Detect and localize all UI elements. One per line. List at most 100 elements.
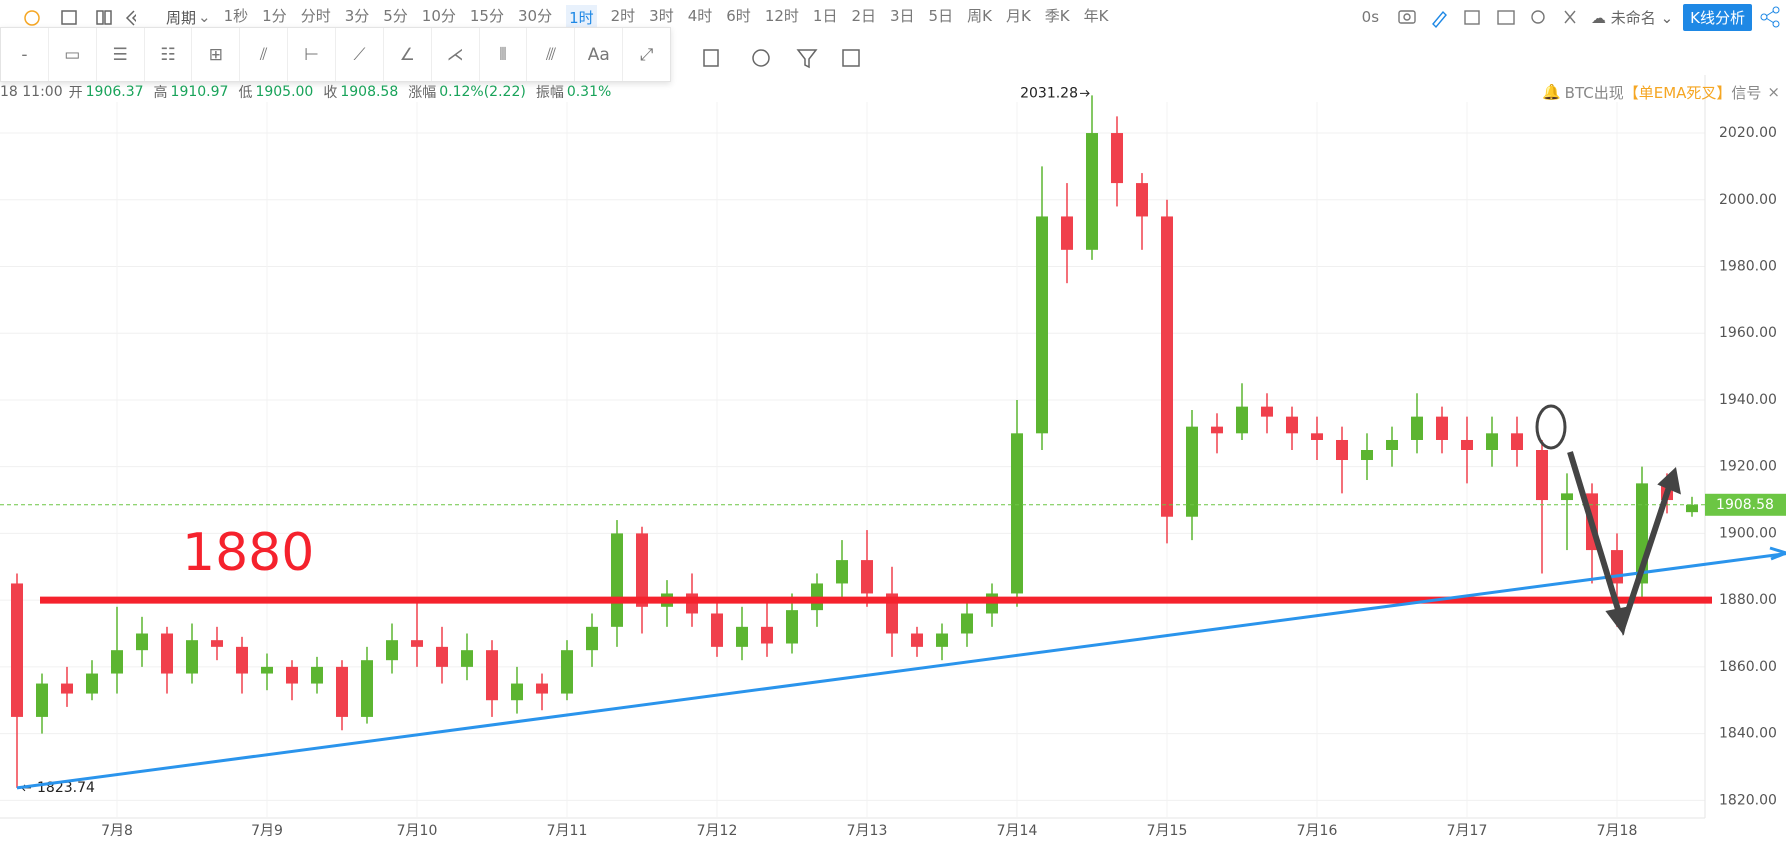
analysis-button[interactable]: K线分析: [1683, 3, 1752, 31]
interval[interactable]: 3分: [344, 6, 370, 25]
candle-body: [61, 683, 73, 694]
interval[interactable]: 分时: [300, 6, 331, 25]
y-tick-label: 1900.00: [1719, 525, 1777, 541]
trend-arrow: [1769, 546, 1786, 561]
candle-body: [311, 666, 323, 684]
drawing-toolbar: - ▭ ☰ ☷ ⊞ ⫽ ⊢ ⟋ ∠ ⋌ ⦀ ⫻ Aa ⤢: [0, 27, 671, 82]
interval[interactable]: 1时: [566, 4, 597, 30]
tool[interactable]: ⫽: [240, 28, 289, 81]
interval[interactable]: 2日: [851, 6, 876, 25]
max-label: 2031.28: [1020, 85, 1078, 101]
interval[interactable]: 2时: [610, 6, 636, 25]
tool[interactable]: ∠: [384, 28, 432, 81]
tool[interactable]: ⊞: [192, 28, 241, 81]
y-tick-label: 1960.00: [1719, 325, 1777, 341]
tool[interactable]: ⊢: [288, 28, 337, 81]
tool[interactable]: ⫻: [527, 28, 576, 81]
info-label: 高: [153, 85, 168, 101]
candle-body: [1536, 450, 1548, 501]
tool[interactable]: ⤢: [639, 44, 654, 65]
interval[interactable]: 1分: [262, 6, 287, 25]
x-tick-label: 7月15: [1147, 823, 1188, 839]
v-arrow-head: [1605, 467, 1681, 636]
ohlc-info: 18 11:00 开 1906.37 高 1910.97 低 1905.00 收 1908.5…: [0, 82, 621, 102]
candle-body: [1086, 133, 1098, 250]
candle-body: [1136, 183, 1148, 217]
interval[interactable]: 周K: [967, 6, 992, 25]
candle-body: [211, 640, 223, 647]
candle-body: [336, 666, 348, 717]
candle-body: [161, 633, 173, 674]
tool[interactable]: ☰: [97, 28, 145, 81]
hidden-tools: [703, 49, 860, 69]
interval[interactable]: 12时: [764, 6, 799, 25]
interval[interactable]: 1秒: [223, 6, 249, 25]
interval[interactable]: 3时: [649, 6, 674, 25]
tool[interactable]: ⟋: [336, 28, 384, 81]
y-tick-label: 1980.00: [1719, 259, 1777, 275]
y-tick-label: 2000.00: [1719, 192, 1777, 208]
info-label: 低: [238, 85, 253, 101]
x-tick-label: 7月16: [1297, 823, 1338, 839]
info-value: 1908.58: [340, 84, 399, 100]
info-time: 18 11:00: [0, 84, 63, 100]
candle-body: [1111, 133, 1123, 184]
x-tick-label: 7月11: [547, 823, 588, 839]
info-value: 1910.97: [170, 84, 229, 100]
layout-name[interactable]: ☁ 未命名 ⌄: [1591, 8, 1674, 27]
candle-body: [611, 533, 623, 627]
candle-body: [636, 533, 648, 607]
candle-body: [1411, 416, 1423, 440]
top-toolbar: 周期 ⌄ 1秒 1分 分时 3分 5分 10分 15分 30分 1时 2时 3时 4时 6时 12时 1日 2日…: [0, 0, 1786, 34]
max-arrow: [1080, 90, 1090, 97]
x-tick-label: 7月17: [1447, 823, 1488, 839]
tool[interactable]: Aa: [575, 28, 624, 81]
tool[interactable]: ⋌: [432, 28, 480, 81]
candle-body: [1361, 450, 1373, 461]
candle-body: [286, 666, 298, 684]
candle-body: [1011, 433, 1023, 594]
interval[interactable]: 15分: [469, 6, 504, 25]
y-tick-label: 1840.00: [1719, 726, 1777, 742]
tool[interactable]: -: [1, 28, 49, 81]
candle-body: [86, 673, 98, 694]
interval[interactable]: 5分: [383, 6, 408, 25]
candle-body: [1461, 439, 1473, 450]
y-tick-label: 1920.00: [1719, 459, 1777, 475]
interval[interactable]: 季K: [1044, 6, 1070, 25]
interval[interactable]: 10分: [421, 6, 456, 25]
candle-body: [1486, 433, 1498, 450]
candle-body: [411, 640, 423, 647]
interval[interactable]: 5日: [928, 6, 954, 25]
candle-body: [836, 560, 848, 584]
candle-body: [136, 633, 148, 651]
candle-body: [1036, 216, 1048, 434]
layout-name-text: 未命名: [1610, 8, 1656, 27]
y-tick-label: 1940.00: [1719, 392, 1777, 408]
tool[interactable]: ▭: [49, 28, 97, 81]
info-value: 0.31%: [566, 84, 612, 100]
candle-body: [1336, 439, 1348, 461]
interval[interactable]: 月K: [1005, 6, 1031, 25]
candle-body: [1611, 550, 1623, 584]
interval[interactable]: 30分: [517, 6, 553, 25]
info-label: 收: [323, 85, 338, 101]
period-menu[interactable]: 周期: [166, 8, 197, 27]
interval[interactable]: 4时: [687, 6, 713, 25]
interval[interactable]: 年K: [1083, 6, 1109, 25]
support-label: 1880: [182, 523, 314, 583]
candle-body: [1311, 433, 1323, 440]
candle-body: [11, 583, 23, 717]
interval[interactable]: 6时: [726, 6, 751, 25]
y-tick-label: 1880.00: [1719, 592, 1777, 608]
interval[interactable]: 1日: [812, 6, 838, 25]
info-value: 1906.37: [85, 84, 144, 100]
timer[interactable]: 0s: [1361, 8, 1380, 26]
tool[interactable]: ☷: [145, 28, 193, 81]
candle-body: [36, 683, 48, 717]
candle-body: [736, 626, 748, 647]
share-icon[interactable]: [1752, 0, 1786, 34]
tool[interactable]: ⦀: [480, 28, 528, 81]
interval[interactable]: 3日: [890, 6, 915, 25]
close-signal[interactable]: ×: [1767, 83, 1780, 101]
